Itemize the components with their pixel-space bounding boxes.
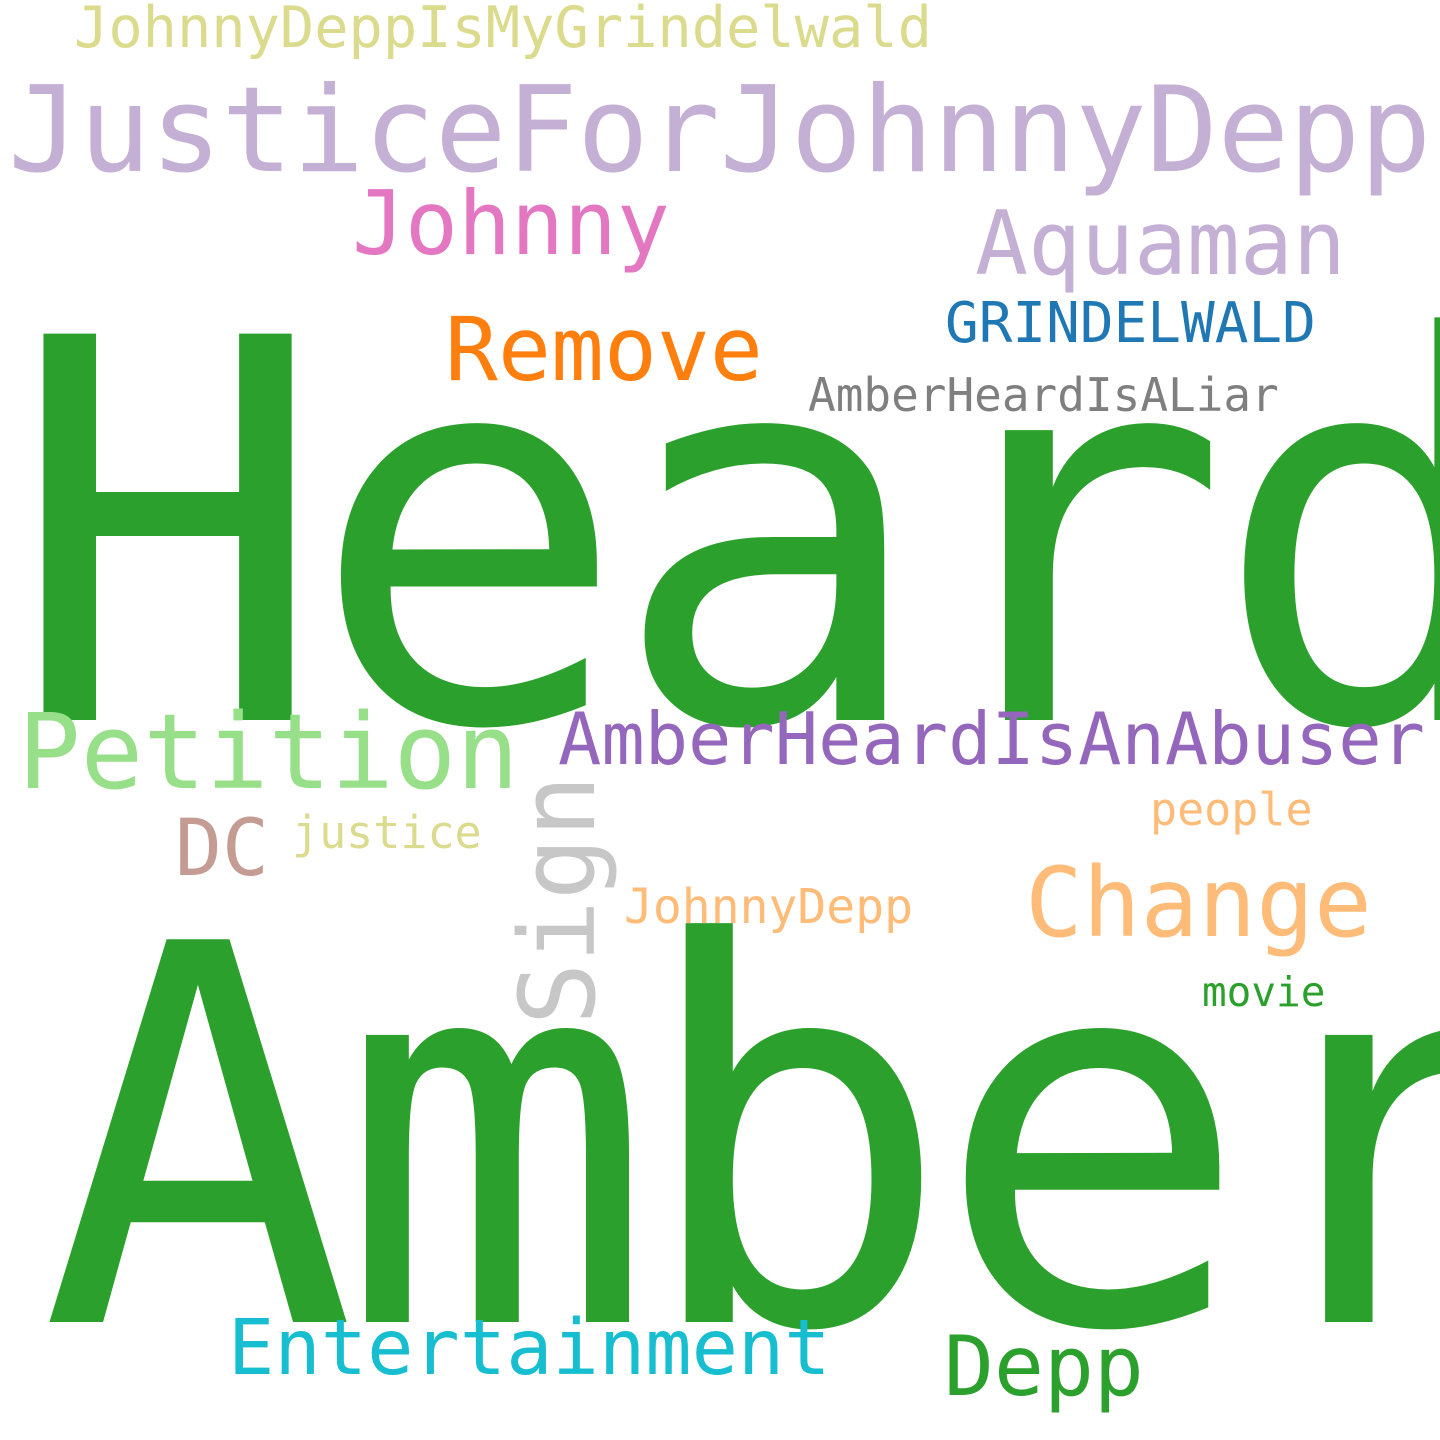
word-change: Change (1025, 847, 1372, 959)
word-justice-for-johnny-depp: JusticeForJohnnyDepp (8, 62, 1431, 200)
word-aquaman: Aquaman (975, 192, 1346, 295)
word-entertainment: Entertainment (228, 1304, 831, 1393)
word-remove: Remove (445, 298, 763, 401)
word-grindelwald: GRINDELWALD (945, 291, 1316, 356)
word-movie: movie (1202, 968, 1326, 1016)
word-johnny-depp: JohnnyDepp (624, 879, 913, 935)
word-sign: Sign (497, 774, 619, 1026)
word-justice: justice (292, 806, 482, 859)
word-depp: Depp (944, 1318, 1144, 1415)
word-petition: Petition (18, 691, 519, 813)
word-johnny: Johnny (352, 172, 670, 275)
word-johnny-depp-is-my-grindelwald: JohnnyDeppIsMyGrindelwald (74, 0, 932, 61)
word-amber-heard-is-a-liar: AmberHeardIsALiar (808, 368, 1279, 422)
word-amber: Amber (40, 835, 1440, 1440)
word-amber-heard-is-an-abuser: AmberHeardIsAnAbuser (558, 697, 1425, 781)
word-heard: Heard (8, 228, 1440, 845)
word-dc: DC (175, 804, 269, 894)
word-people: people (1150, 783, 1313, 836)
